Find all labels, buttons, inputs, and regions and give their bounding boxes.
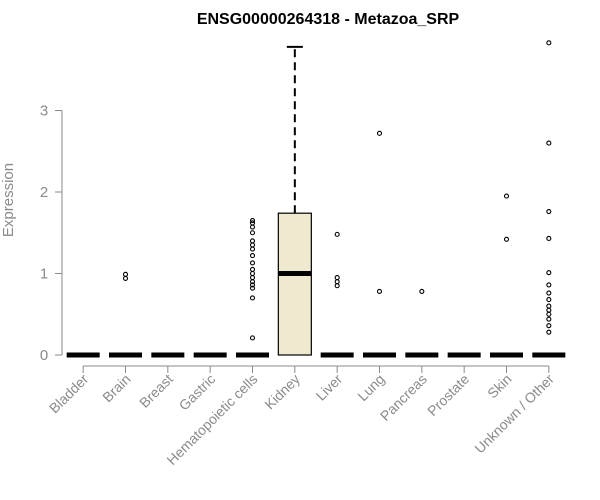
box-6 [320,231,354,358]
box-11 [532,40,566,358]
y-tick-label: 2 [40,184,48,201]
outlier-point [249,217,256,224]
box-1 [109,271,142,358]
outlier-point [249,275,256,281]
outlier-point [122,271,129,277]
outlier-point [334,283,340,289]
outlier-point [546,307,552,313]
box-7 [363,130,396,358]
outlier-point [249,230,256,236]
outlier-point [249,266,256,272]
outlier-point [546,323,552,329]
outlier-point [122,275,129,281]
outlier-point [249,220,256,226]
x-tick-label: Brain [99,371,133,405]
x-tick-label: Unknown / Other [471,371,557,457]
y-tick-label: 3 [40,103,48,120]
outlier-point [546,297,552,303]
x-tick-label: Skin [484,371,515,402]
box-5 [277,45,312,356]
box-group [66,40,566,358]
outlier-point [334,275,340,281]
outlier-point [249,224,256,230]
outlier-point [249,335,256,341]
box-body [277,212,312,356]
x-tick-label: Pancreas [377,371,430,424]
x-tick-label: Lung [354,371,387,404]
outlier-point [249,270,256,277]
outlier-point [503,236,510,242]
y-axis-label: Expression [0,163,17,237]
outlier-point [249,242,256,248]
outlier-point [249,253,256,259]
box-10 [490,193,523,358]
outlier-point [376,130,383,136]
x-tick-label: Liver [313,371,346,404]
y-axis: 0 1 2 3 [40,103,63,364]
outlier-point [546,235,552,242]
outlier-point [249,282,256,288]
outlier-point [546,303,552,309]
outlier-point [546,316,552,322]
outlier-point [546,270,552,276]
outlier-point [546,311,552,317]
x-tick-label: Breast [136,371,176,411]
outlier-point [249,246,256,252]
x-tick-label: Bladder [46,371,92,417]
chart-title: ENSG00000264318 - Metazoa_SRP [197,11,460,28]
outlier-point [249,295,256,301]
y-tick-label: 1 [40,266,48,283]
outlier-point [546,290,552,296]
x-tick-label: Kidney [261,371,303,413]
x-tick-label: Prostate [424,371,472,419]
box-8 [405,288,439,358]
box-4 [236,217,269,358]
outlier-point [376,288,383,294]
outlier-point [249,285,256,291]
outlier-point [249,260,256,266]
outlier-point [334,231,340,237]
outlier-point [546,40,552,46]
outlier-point [546,329,552,335]
outlier-point [546,140,552,146]
outlier-point [546,282,552,288]
y-tick-label: 0 [40,347,48,364]
outlier-point [249,238,256,244]
outlier-point [546,209,552,215]
outlier-point [419,288,425,294]
outlier-point [503,193,510,199]
outlier-point [334,279,340,285]
